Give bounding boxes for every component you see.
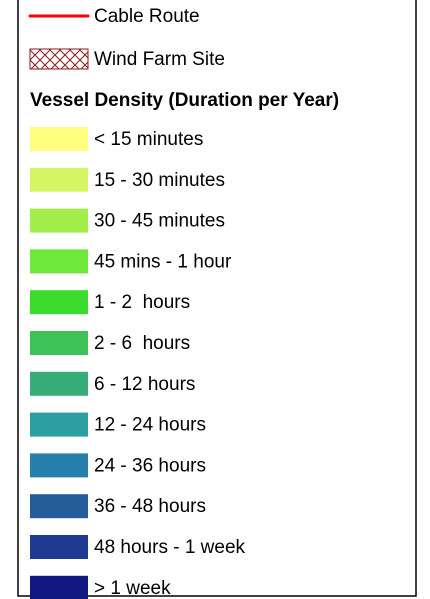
density-swatch — [30, 453, 88, 478]
density-swatch — [30, 575, 88, 599]
density-swatch — [30, 535, 88, 559]
section-title: Vessel Density (Duration per Year) — [30, 90, 339, 111]
wind-farm-symbol-fill — [29, 48, 89, 70]
density-label: 24 - 36 hours — [94, 455, 206, 476]
cable-route-label: Cable Route — [94, 6, 200, 27]
density-label: 15 - 30 minutes — [94, 170, 225, 191]
density-swatch — [30, 249, 88, 274]
density-label: 2 - 6 hours — [94, 333, 190, 354]
density-swatch — [30, 412, 88, 437]
density-label: 1 - 2 hours — [94, 292, 190, 313]
density-swatch — [30, 208, 88, 233]
density-swatch — [30, 494, 88, 519]
density-swatch — [30, 127, 88, 151]
density-swatch — [30, 331, 88, 355]
density-label: > 1 week — [94, 578, 171, 599]
density-label: 6 - 12 hours — [94, 374, 195, 395]
density-swatch — [30, 167, 88, 192]
density-swatch — [30, 290, 88, 315]
density-label: 45 mins - 1 hour — [94, 251, 232, 272]
density-label: 12 - 24 hours — [94, 415, 206, 436]
density-label: 36 - 48 hours — [94, 496, 206, 517]
density-label: 48 hours - 1 week — [94, 537, 246, 558]
legend-border — [17, 0, 417, 597]
density-label: 30 - 45 minutes — [94, 211, 225, 232]
density-label: < 15 minutes — [94, 129, 203, 150]
density-swatch — [30, 371, 88, 396]
wind-farm-label: Wind Farm Site — [94, 49, 225, 70]
